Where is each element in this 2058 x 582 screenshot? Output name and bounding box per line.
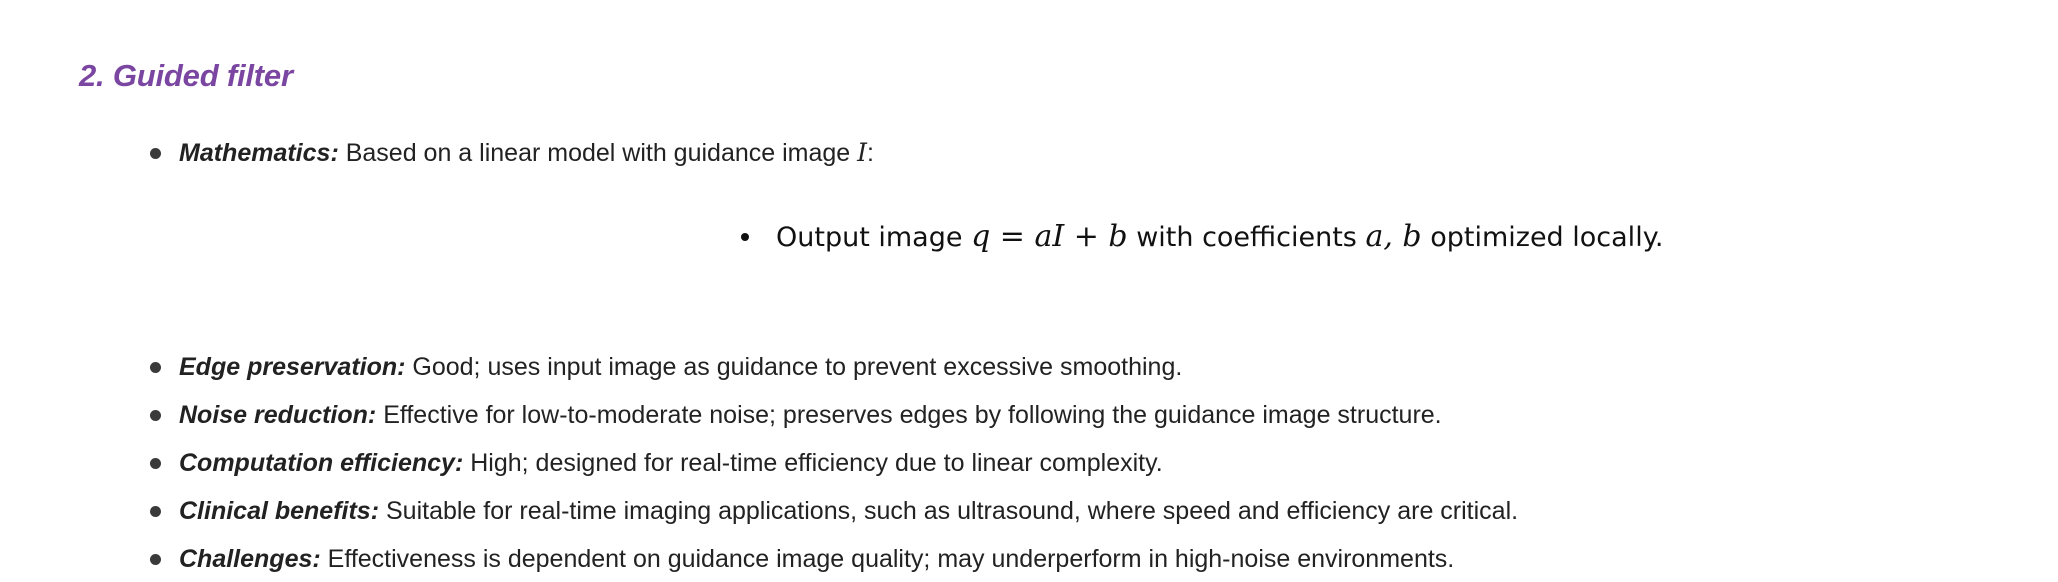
item-text: Good; uses input image as guidance to pr… bbox=[405, 353, 1183, 381]
item-label: Mathematics: bbox=[179, 139, 339, 167]
formula: q = aI + b bbox=[971, 219, 1128, 254]
math-variable: I bbox=[857, 138, 868, 167]
item-text: Effective for low-to-moderate noise; pre… bbox=[376, 401, 1442, 429]
bullet-dot bbox=[150, 554, 161, 565]
bullet-dot bbox=[150, 506, 161, 517]
item-label: Challenges: bbox=[179, 545, 321, 573]
item-label: Clinical benefits: bbox=[179, 497, 380, 525]
item-label: Noise reduction: bbox=[179, 401, 377, 429]
item-label: Computation efficiency: bbox=[179, 449, 464, 477]
bullet-dot bbox=[150, 362, 161, 373]
item-text: High; designed for real-time efficiency … bbox=[463, 449, 1163, 477]
list-item-noise-reduction: Noise reduction: Effective for low-to-mo… bbox=[179, 399, 1442, 431]
sub-item-text: optimized locally. bbox=[1421, 222, 1664, 253]
list-item-challenges: Challenges: Effectiveness is dependent o… bbox=[179, 543, 1454, 575]
bullet-dot bbox=[150, 410, 161, 421]
section-heading: 2. Guided filter bbox=[79, 58, 293, 93]
bullet-dot bbox=[150, 458, 161, 469]
item-text: Suitable for real-time imaging applicati… bbox=[379, 497, 1519, 525]
item-text-suffix: : bbox=[867, 139, 874, 167]
sub-item-text: with coefficients bbox=[1127, 222, 1366, 253]
bullet-dot bbox=[150, 148, 161, 159]
list-item-clinical-benefits: Clinical benefits: Suitable for real-tim… bbox=[179, 495, 1518, 527]
list-item-computation-efficiency: Computation efficiency: High; designed f… bbox=[179, 447, 1163, 479]
formula-sub-item: Output image q = aI + b with coefficient… bbox=[776, 220, 1663, 255]
sub-bullet-dot bbox=[741, 233, 749, 241]
list-item-edge-preservation: Edge preservation: Good; uses input imag… bbox=[179, 351, 1182, 383]
coefficients: a, b bbox=[1365, 219, 1422, 254]
item-text: Based on a linear model with guidance im… bbox=[345, 139, 858, 167]
mathematics-item: Mathematics: Based on a linear model wit… bbox=[179, 137, 874, 169]
item-text: Effectiveness is dependent on guidance i… bbox=[320, 545, 1455, 573]
sub-item-text: Output image bbox=[776, 222, 972, 253]
item-label: Edge preservation: bbox=[179, 353, 406, 381]
